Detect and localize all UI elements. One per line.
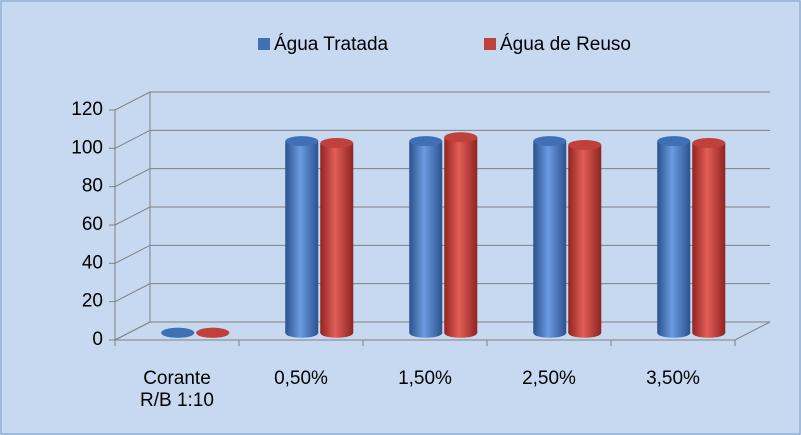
bar-top [692,138,726,149]
bar [409,136,443,338]
x-tick-label: 2,50% [522,368,576,389]
bar-body [692,143,726,333]
y-tick-label: 120 [71,99,103,120]
x-tick-label: 3,50% [646,368,700,389]
bar-top [568,139,602,150]
y-tick-label: 80 [82,176,103,197]
bar-body [657,141,691,333]
bar-top [657,136,691,147]
grid-line [114,129,770,149]
x-tick-label: Corante R/B 1:10 [140,368,214,411]
y-tick-label: 60 [82,214,103,235]
bar-top [320,138,354,149]
bar-body [444,137,478,333]
bar-body [285,141,319,333]
bar-top [196,327,230,338]
bar-body [568,144,602,333]
y-tick-label: 20 [82,291,103,312]
x-tick-label: 1,50% [398,368,452,389]
legend-label: Água Tratada [274,34,389,55]
bar-top [161,327,195,338]
bar [285,136,319,338]
bar-body [533,141,567,333]
legend-swatch [484,38,496,50]
bar [320,138,354,338]
bar [196,327,230,338]
y-tick-label: 100 [71,137,103,158]
bar [161,327,195,338]
bar-top [409,136,443,147]
grid-line [114,91,770,111]
bar-body [320,143,354,333]
bar-body [409,141,443,333]
bar [692,138,726,338]
legend-swatch [258,38,270,50]
y-tick-label: 40 [82,252,103,273]
bar [657,136,691,338]
bar [444,132,478,338]
bar-top [444,132,478,143]
bar [533,136,567,338]
x-tick-label: 0,50% [274,368,328,389]
y-tick-label: 0 [92,329,103,350]
bar [568,139,602,338]
bar-top [533,136,567,147]
legend-label: Água de Reuso [500,34,631,55]
bar-top [285,136,319,147]
